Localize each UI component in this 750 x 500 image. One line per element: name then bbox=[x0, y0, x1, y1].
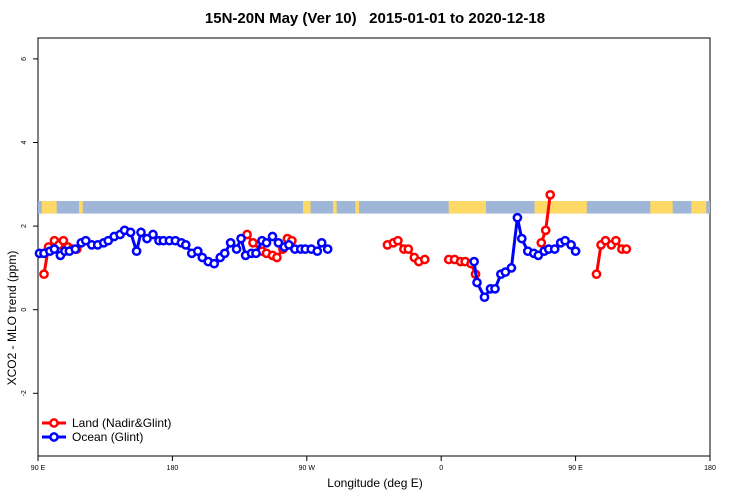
land-band-patch bbox=[41, 201, 57, 214]
data-point-ocean bbox=[479, 292, 490, 303]
data-point-ocean bbox=[516, 233, 527, 244]
data-point-ocean bbox=[236, 233, 246, 244]
data-point-ocean bbox=[316, 237, 327, 248]
data-point-land bbox=[536, 237, 547, 248]
data-point-ocean bbox=[469, 256, 479, 267]
data-point-ocean bbox=[261, 237, 272, 248]
legend: Land (Nadir&Glint) Ocean (Glint) bbox=[42, 416, 171, 444]
data-point-ocean bbox=[512, 212, 523, 223]
data-point-ocean bbox=[312, 246, 323, 257]
x-tick-label: 180 bbox=[167, 465, 179, 472]
data-point-ocean bbox=[125, 227, 136, 238]
data-point-land bbox=[272, 252, 282, 263]
legend-label-ocean: Ocean (Glint) bbox=[72, 430, 143, 444]
legend-marker-ocean bbox=[49, 432, 59, 442]
y-axis: -2 0 2 4 6 bbox=[21, 57, 38, 396]
data-point-ocean bbox=[322, 244, 333, 254]
x-tick-label: 0 bbox=[439, 465, 443, 472]
ocean-band bbox=[38, 201, 710, 214]
land-ocean-band bbox=[38, 201, 710, 214]
x-axis-label: Longitude (deg E) bbox=[327, 476, 423, 490]
legend-item-land: Land (Nadir&Glint) bbox=[42, 416, 171, 430]
x-tick-label: 90 W bbox=[299, 465, 316, 472]
data-point-ocean bbox=[225, 237, 236, 248]
data-point-ocean bbox=[570, 246, 581, 257]
data-point-land bbox=[540, 225, 551, 236]
data-point-ocean bbox=[549, 244, 560, 254]
data-point-ocean bbox=[566, 240, 576, 250]
x-tick-label: 90 E bbox=[31, 465, 46, 472]
data-point-ocean bbox=[131, 246, 142, 257]
land-band-patch bbox=[448, 201, 486, 214]
data-point-ocean bbox=[267, 231, 278, 242]
data-point-ocean bbox=[180, 240, 191, 250]
data-point-land bbox=[621, 244, 632, 254]
data-point-ocean bbox=[136, 227, 146, 238]
data-point-ocean bbox=[148, 229, 158, 240]
land-band-patch bbox=[303, 201, 311, 214]
data-point-land bbox=[403, 244, 414, 254]
data-point-land bbox=[248, 237, 258, 248]
x-tick-label: 180 bbox=[704, 465, 716, 472]
x-tick-label: 90 E bbox=[568, 465, 583, 472]
y-tick-label: 4 bbox=[21, 140, 28, 144]
plot-frame bbox=[37, 37, 711, 457]
land-band-patch bbox=[355, 201, 360, 214]
data-point-ocean bbox=[70, 244, 81, 254]
x-axis: 90 E 180 90 W 0 90 E 180 bbox=[31, 456, 716, 472]
data-point-ocean bbox=[251, 248, 261, 259]
legend-label-land: Land (Nadir&Glint) bbox=[72, 416, 171, 430]
y-tick-label: 0 bbox=[21, 308, 28, 312]
data-point-land bbox=[591, 269, 602, 280]
data-point-ocean bbox=[192, 246, 203, 257]
data-point-land bbox=[611, 235, 621, 246]
chart-title: 15N-20N May (Ver 10) 2015-01-01 to 2020-… bbox=[204, 10, 546, 27]
data-point-land bbox=[393, 235, 403, 246]
legend-marker-land bbox=[49, 418, 59, 428]
data-point-ocean bbox=[49, 244, 60, 254]
land-band-patch bbox=[650, 201, 673, 214]
legend-item-ocean: Ocean (Glint) bbox=[42, 430, 143, 444]
y-tick-label: -2 bbox=[21, 390, 28, 396]
y-tick-label: 2 bbox=[21, 224, 28, 228]
series-layer bbox=[34, 189, 632, 303]
land-band-patch bbox=[332, 201, 337, 214]
data-point-land bbox=[58, 235, 69, 246]
data-point-ocean bbox=[490, 283, 500, 294]
y-tick-label: 6 bbox=[21, 57, 28, 61]
data-point-ocean bbox=[472, 277, 482, 288]
data-point-land bbox=[419, 254, 430, 265]
data-point-land bbox=[545, 189, 556, 200]
data-point-ocean bbox=[231, 244, 242, 254]
land-band-patch bbox=[79, 201, 83, 214]
data-point-land bbox=[39, 269, 49, 280]
land-band-patch bbox=[534, 201, 587, 214]
data-point-ocean bbox=[506, 263, 517, 273]
land-band-patch bbox=[691, 201, 707, 214]
data-point-ocean bbox=[219, 248, 230, 259]
data-point-ocean bbox=[209, 258, 220, 269]
